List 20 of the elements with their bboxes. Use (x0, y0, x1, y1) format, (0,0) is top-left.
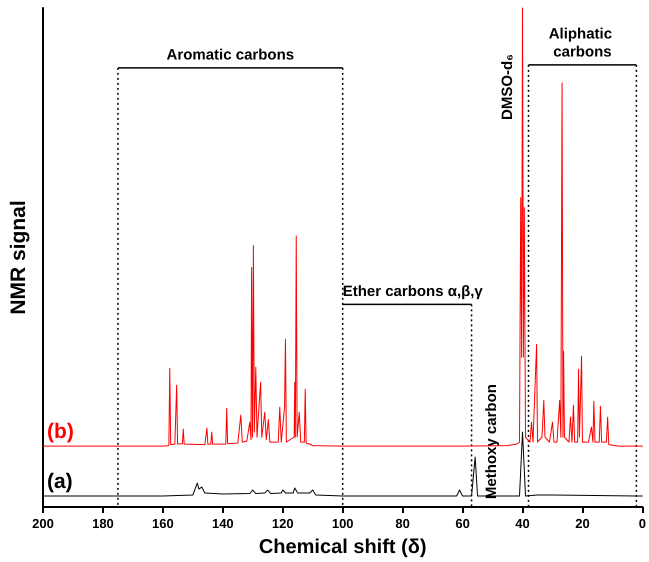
series-label: (a) (47, 470, 73, 494)
x-tick-label: 200 (32, 516, 54, 531)
x-tick-label: 20 (575, 516, 590, 531)
x-tick-label: 120 (272, 516, 294, 531)
x-tick-label: 180 (92, 516, 114, 531)
x-tick-label: 80 (395, 516, 410, 531)
x-tick-label: 140 (212, 516, 234, 531)
annotation: Aromatic carbons (166, 46, 294, 64)
y-axis-title: NMR signal (7, 200, 30, 315)
annotation: Methoxy carbon (483, 384, 500, 500)
x-tick-label: 0 (638, 516, 646, 531)
x-tick-label: 160 (152, 516, 174, 531)
x-tick-label: 40 (515, 516, 530, 531)
annotation: DMSO-d₆ (499, 54, 516, 120)
series-label: (b) (47, 420, 74, 444)
annotation: Ether carbons α,β,γ (342, 282, 484, 300)
x-tick-label: 100 (332, 516, 354, 531)
x-tick-label: 60 (455, 516, 470, 531)
annotation: Aliphatic carbons (548, 25, 616, 60)
x-axis-title: Chemical shift (δ) (258, 536, 427, 558)
